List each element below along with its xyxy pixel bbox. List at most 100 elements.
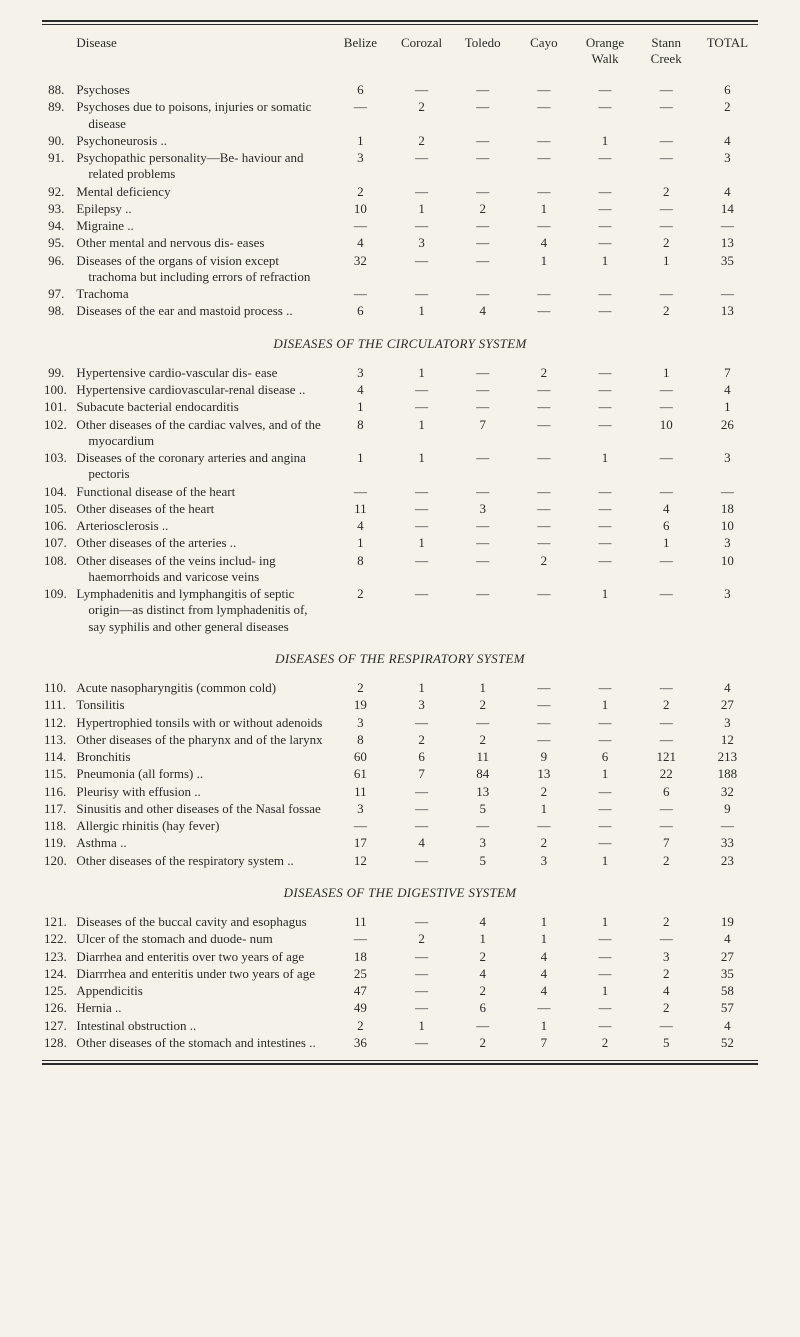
cell-value: 4	[636, 983, 697, 1000]
row-number: 125.	[42, 983, 74, 1000]
cell-value: 3	[330, 714, 391, 731]
cell-value: 2	[513, 364, 574, 381]
cell-value: 3	[330, 364, 391, 381]
row-number: 114.	[42, 749, 74, 766]
cell-value: —	[452, 818, 513, 835]
row-number: 92.	[42, 183, 74, 200]
cell-value: 4	[636, 500, 697, 517]
disease-name: Migraine ..	[74, 218, 329, 235]
cell-value: 1	[574, 586, 635, 636]
cell-value: 6	[636, 518, 697, 535]
disease-name: Psychopathic personality—Be- haviour and…	[74, 150, 329, 184]
cell-value: 33	[697, 835, 758, 852]
cell-value: 213	[697, 749, 758, 766]
cell-value: 2	[330, 586, 391, 636]
row-number: 117.	[42, 800, 74, 817]
cell-value: 1	[513, 931, 574, 948]
cell-value: 2	[452, 731, 513, 748]
cell-value: —	[330, 218, 391, 235]
cell-value: 3	[330, 800, 391, 817]
row-number: 91.	[42, 150, 74, 184]
cell-value: —	[636, 800, 697, 817]
cell-value: 25	[330, 965, 391, 982]
cell-value: 2	[452, 948, 513, 965]
cell-value: 1	[391, 450, 452, 484]
cell-value: —	[391, 783, 452, 800]
cell-value: 1	[391, 364, 452, 381]
cell-value: 2	[330, 680, 391, 697]
row-number: 108.	[42, 552, 74, 586]
cell-value: 1	[574, 766, 635, 783]
cell-value: —	[513, 483, 574, 500]
cell-value: —	[330, 818, 391, 835]
disease-name: Tonsilitis	[74, 697, 329, 714]
cell-value: 7	[697, 364, 758, 381]
cell-value: 2	[391, 731, 452, 748]
cell-value: —	[452, 132, 513, 149]
cell-value: 7	[513, 1034, 574, 1051]
cell-value: 2	[330, 1017, 391, 1034]
table-row: 101.Subacute bacterial endocarditis1————…	[42, 399, 758, 416]
disease-table: Disease Belize Corozal Toledo Cayo Orang…	[42, 31, 758, 1052]
row-number: 101.	[42, 399, 74, 416]
cell-value: —	[513, 586, 574, 636]
cell-value: —	[452, 399, 513, 416]
cell-value: 1	[330, 399, 391, 416]
cell-value: —	[636, 218, 697, 235]
table-row: 115.Pneumonia (all forms) ..617841312218…	[42, 766, 758, 783]
cell-value: 19	[330, 697, 391, 714]
table-row: 119.Asthma ..17432—733	[42, 835, 758, 852]
cell-value: —	[330, 931, 391, 948]
row-number: 113.	[42, 731, 74, 748]
cell-value: 1	[391, 200, 452, 217]
cell-value: 2	[636, 303, 697, 320]
table-row: 107.Other diseases of the arteries ..11—…	[42, 535, 758, 552]
disease-name: Pleurisy with effusion ..	[74, 783, 329, 800]
cell-value: —	[636, 382, 697, 399]
row-number: 118.	[42, 818, 74, 835]
cell-value: 7	[452, 416, 513, 450]
table-row: 127.Intestinal obstruction ..21—1——4	[42, 1017, 758, 1034]
cell-value: —	[513, 500, 574, 517]
cell-value: —	[452, 82, 513, 99]
cell-value: 14	[697, 200, 758, 217]
table-row: 90.Psychoneurosis ..12——1—4	[42, 132, 758, 149]
cell-value: —	[574, 483, 635, 500]
row-number: 95.	[42, 235, 74, 252]
section-heading: DISEASES OF THE RESPIRATORY SYSTEM	[42, 635, 758, 679]
table-head: Disease Belize Corozal Toledo Cayo Orang…	[42, 31, 758, 82]
disease-name: Hernia ..	[74, 1000, 329, 1017]
cell-value: 188	[697, 766, 758, 783]
cell-value: 19	[697, 914, 758, 931]
disease-name: Diarrrhea and enteritis under two years …	[74, 965, 329, 982]
row-number: 112.	[42, 714, 74, 731]
row-number: 122.	[42, 931, 74, 948]
disease-name: Ulcer of the stomach and duode- num	[74, 931, 329, 948]
table-row: 104.Functional disease of the heart—————…	[42, 483, 758, 500]
cell-value: 3	[636, 948, 697, 965]
cell-value: —	[513, 518, 574, 535]
cell-value: 1	[636, 535, 697, 552]
cell-value: —	[574, 680, 635, 697]
cell-value: 3	[391, 697, 452, 714]
cell-value: —	[636, 99, 697, 133]
disease-name: Psychoneurosis ..	[74, 132, 329, 149]
cell-value: 1	[574, 983, 635, 1000]
cell-value: —	[391, 983, 452, 1000]
table-row: 92.Mental deficiency2————24	[42, 183, 758, 200]
cell-value: 35	[697, 965, 758, 982]
cell-value: 5	[452, 852, 513, 869]
row-number: 127.	[42, 1017, 74, 1034]
cell-value: —	[513, 183, 574, 200]
cell-value: —	[391, 399, 452, 416]
th-toledo: Toledo	[452, 31, 513, 82]
cell-value: —	[391, 382, 452, 399]
cell-value: —	[513, 535, 574, 552]
cell-value: 5	[636, 1034, 697, 1051]
cell-value: 18	[697, 500, 758, 517]
cell-value: —	[636, 714, 697, 731]
row-number: 99.	[42, 364, 74, 381]
cell-value: 11	[330, 783, 391, 800]
disease-name: Hypertrophied tonsils with or without ad…	[74, 714, 329, 731]
cell-value: —	[513, 1000, 574, 1017]
